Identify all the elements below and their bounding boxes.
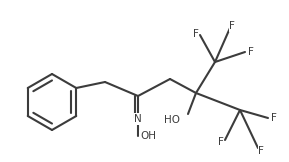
Text: OH: OH — [140, 131, 156, 141]
Text: F: F — [193, 29, 199, 39]
Text: F: F — [271, 113, 277, 123]
Text: F: F — [248, 47, 254, 57]
Text: F: F — [258, 146, 264, 156]
Text: HO: HO — [164, 115, 180, 125]
Text: N: N — [134, 114, 142, 124]
Text: F: F — [229, 21, 235, 31]
Text: F: F — [218, 137, 224, 147]
